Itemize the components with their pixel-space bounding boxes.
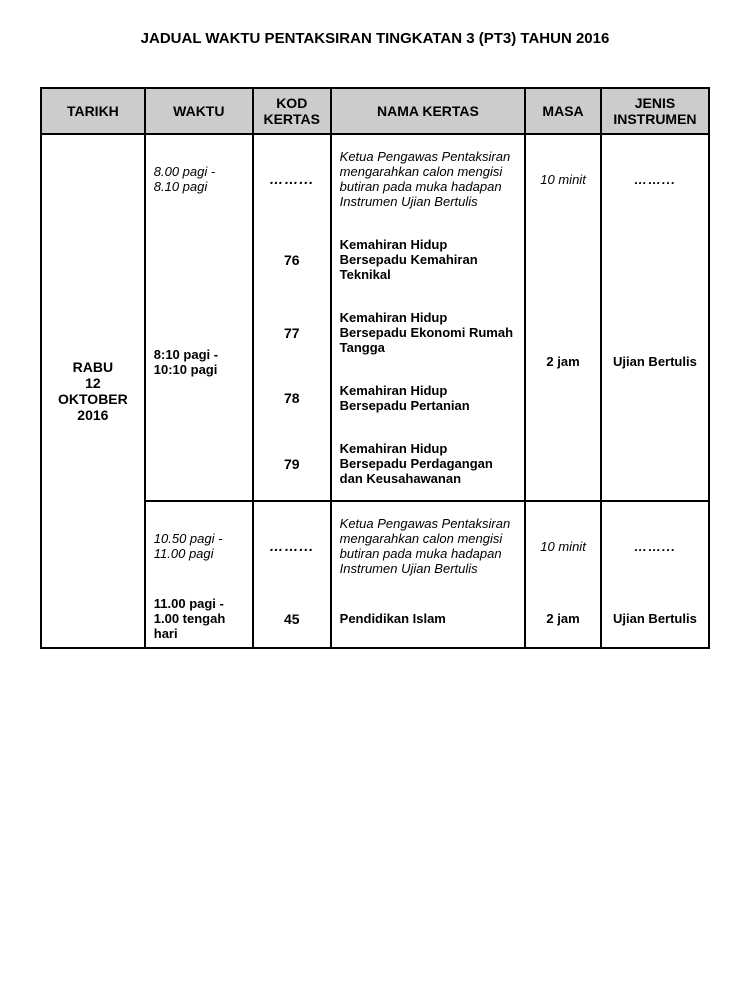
waktu-cell: 8:10 pagi - 10:10 pagi — [145, 223, 253, 501]
kod-cell: 77 — [253, 296, 331, 369]
date-cell: RABU 12 OKTOBER 2016 — [41, 134, 145, 648]
table-row: RABU 12 OKTOBER 2016 8.00 pagi - 8.10 pa… — [41, 134, 709, 223]
date-date: 12 OKTOBER — [58, 375, 128, 407]
masa-cell: 2 jam — [525, 590, 601, 648]
nama-cell: Kemahiran Hidup Bersepadu Perdagangan da… — [331, 427, 526, 501]
waktu-cell: 10.50 pagi - 11.00 pagi — [145, 501, 253, 590]
nama-cell: Kemahiran Hidup Bersepadu Ekonomi Rumah … — [331, 296, 526, 369]
jenis-cell: ……... — [601, 501, 709, 590]
kod-cell: 78 — [253, 369, 331, 427]
th-kod: KOD KERTAS — [253, 88, 331, 134]
nama-cell: Pendidikan Islam — [331, 590, 526, 648]
th-masa: MASA — [525, 88, 601, 134]
kod-cell: ……... — [253, 501, 331, 590]
date-year: 2016 — [77, 407, 108, 423]
kod-cell: 45 — [253, 590, 331, 648]
th-waktu: WAKTU — [145, 88, 253, 134]
jenis-cell: ……... — [601, 134, 709, 223]
jenis-cell: Ujian Bertulis — [601, 590, 709, 648]
masa-cell: 10 minit — [525, 134, 601, 223]
date-day: RABU — [73, 359, 113, 375]
masa-cell: 10 minit — [525, 501, 601, 590]
kod-cell: 76 — [253, 223, 331, 296]
th-jenis: JENIS INSTRUMEN — [601, 88, 709, 134]
th-tarikh: TARIKH — [41, 88, 145, 134]
schedule-table: TARIKH WAKTU KOD KERTAS NAMA KERTAS MASA… — [40, 87, 710, 649]
nama-cell: Kemahiran Hidup Bersepadu Kemahiran Tekn… — [331, 223, 526, 296]
jenis-cell: Ujian Bertulis — [601, 223, 709, 501]
th-nama: NAMA KERTAS — [331, 88, 526, 134]
masa-cell: 2 jam — [525, 223, 601, 501]
kod-cell: ……... — [253, 134, 331, 223]
page-title: JADUAL WAKTU PENTAKSIRAN TINGKATAN 3 (PT… — [40, 30, 710, 47]
nama-cell: Kemahiran Hidup Bersepadu Pertanian — [331, 369, 526, 427]
table-header-row: TARIKH WAKTU KOD KERTAS NAMA KERTAS MASA… — [41, 88, 709, 134]
waktu-cell: 8.00 pagi - 8.10 pagi — [145, 134, 253, 223]
waktu-cell: 11.00 pagi - 1.00 tengah hari — [145, 590, 253, 648]
kod-cell: 79 — [253, 427, 331, 501]
nama-cell: Ketua Pengawas Pentaksiran mengarahkan c… — [331, 134, 526, 223]
nama-cell: Ketua Pengawas Pentaksiran mengarahkan c… — [331, 501, 526, 590]
